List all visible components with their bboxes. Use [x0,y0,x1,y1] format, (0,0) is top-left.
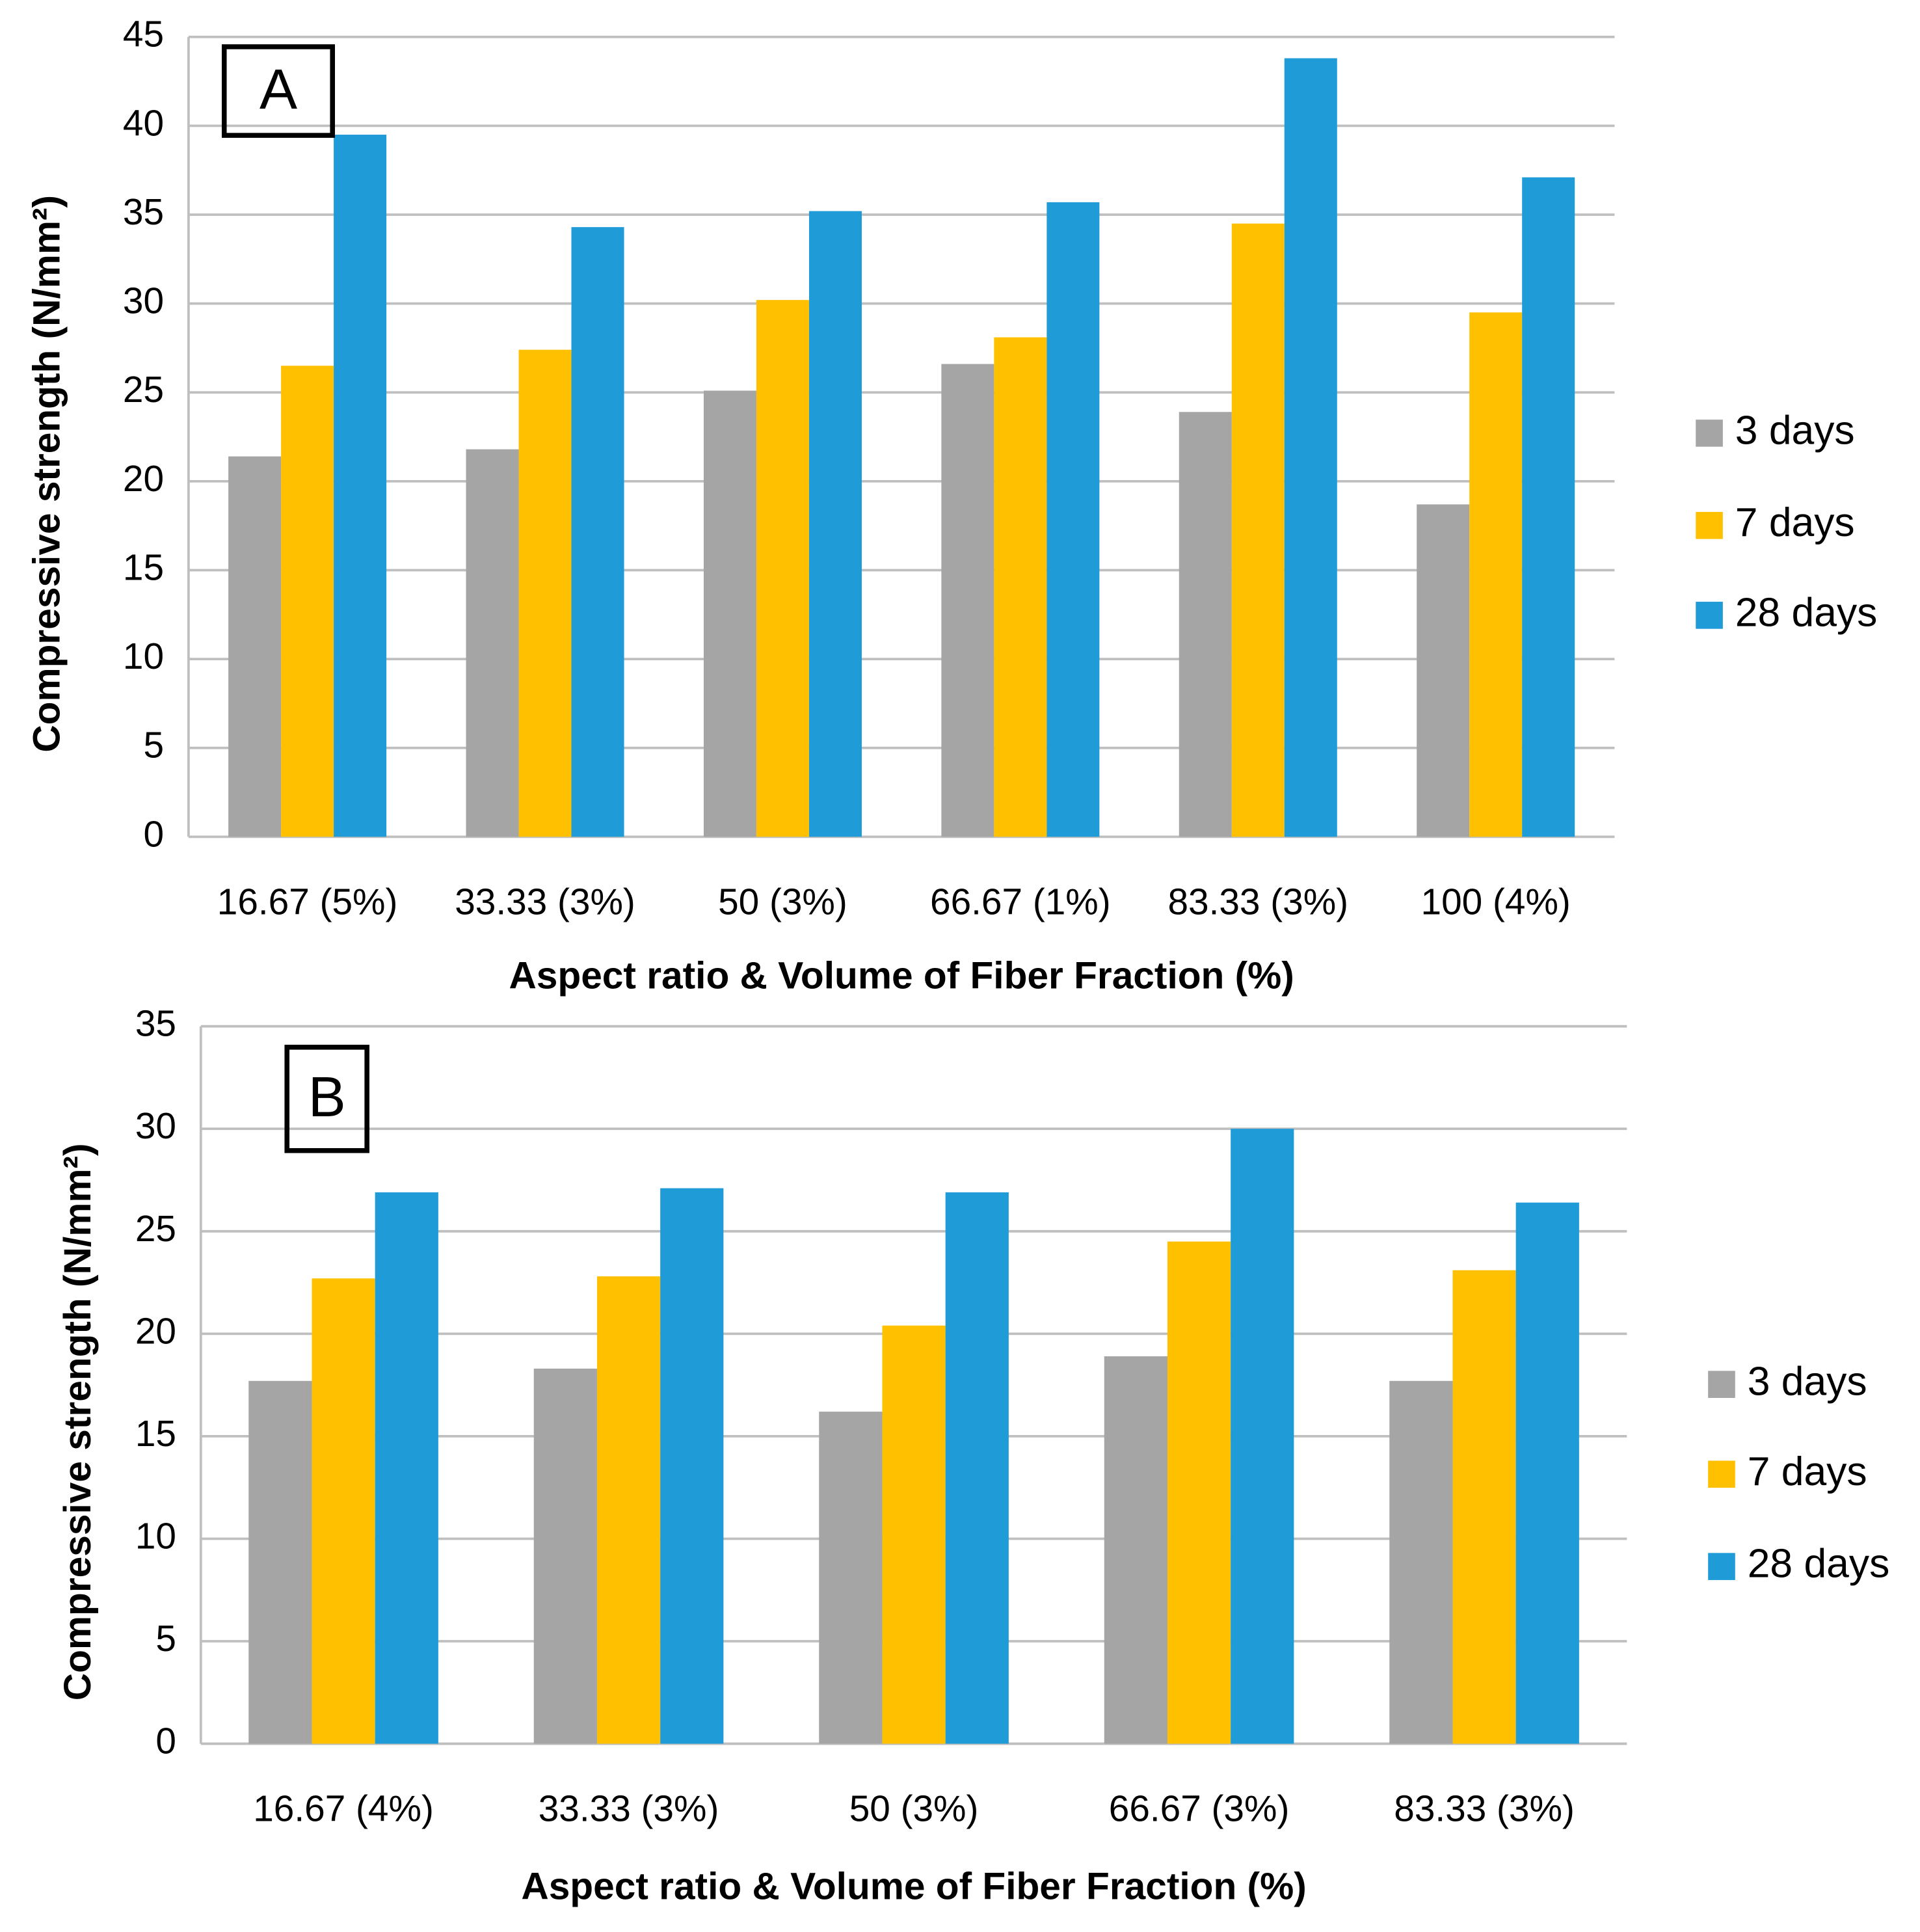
x-tick-label: 33.33 (3%) [539,1789,719,1830]
legend-swatch [1696,511,1723,539]
legend-swatch [1696,420,1723,447]
bar [518,349,572,837]
bar [533,1368,597,1744]
x-tick-label: 83.33 (3%) [1394,1789,1575,1830]
panel-label: A [260,58,297,121]
y-tick-label: 35 [135,1004,176,1045]
bar [1231,223,1285,837]
x-tick-label: 66.67 (1%) [930,881,1111,922]
bar [281,366,334,837]
bar [808,211,862,837]
bar [882,1325,946,1744]
y-tick-label: 25 [123,369,164,410]
bar [1047,202,1100,837]
bar [228,456,282,837]
x-tick-label: 16.67 (4%) [253,1789,434,1830]
y-tick-label: 10 [135,1516,176,1557]
bar [466,449,519,837]
legend-label: 3 days [1735,407,1855,453]
legend-swatch [1708,1460,1735,1488]
bar [994,337,1047,837]
panel-box [221,44,336,138]
bar [571,227,624,837]
legend-swatch [1708,1371,1735,1398]
panel-label: B [308,1066,346,1129]
y-tick-label: 15 [135,1414,176,1455]
panel-box [284,1045,369,1153]
bar [1469,312,1523,837]
x-tick-label: 50 (3%) [849,1789,979,1830]
y-tick-label: 20 [135,1311,176,1352]
x-tick-label: 50 (3%) [718,881,847,922]
bar [1417,504,1470,837]
bar [596,1276,661,1744]
bar [756,300,809,837]
bar [312,1278,375,1744]
x-axis-title: Aspect ratio & Volume of Fiber Fraction … [509,954,1294,997]
x-tick-label: 66.67 (3%) [1109,1789,1290,1830]
y-tick-label: 40 [123,103,164,144]
y-tick-label: 30 [123,281,164,322]
y-tick-label: 25 [135,1209,176,1250]
y-tick-label: 5 [155,1618,176,1659]
x-tick-label: 100 (4%) [1421,881,1571,922]
y-tick-label: 0 [155,1721,176,1762]
bar [1104,1356,1167,1744]
legend-swatch [1696,602,1723,629]
bar [1515,1202,1579,1744]
bar [375,1192,438,1744]
y-axis-title: Compressive strength (N/mm²) [57,1144,99,1701]
y-tick-label: 30 [135,1106,176,1147]
bar [1389,1380,1453,1744]
x-axis-title: Aspect ratio & Volume of Fiber Fraction … [521,1865,1306,1907]
legend-label: 3 days [1748,1359,1867,1404]
y-tick-label: 35 [123,192,164,233]
bar [660,1188,724,1744]
bar [941,364,994,837]
y-tick-label: 20 [123,459,164,500]
bar [819,1412,883,1744]
bar [1522,177,1575,837]
legend-swatch [1708,1553,1735,1580]
y-tick-label: 45 [123,14,164,55]
bar [1167,1241,1231,1744]
bar [1284,58,1337,837]
legend-label: 28 days [1748,1541,1890,1587]
y-tick-label: 5 [143,725,164,766]
bar [945,1192,1009,1744]
x-tick-label: 16.67 (5%) [217,881,398,922]
y-tick-label: 10 [123,636,164,677]
bar [703,390,756,837]
y-axis-title: Compressive strength (N/mm²) [26,195,68,753]
x-tick-label: 33.33 (3%) [455,881,635,922]
legend-label: 28 days [1735,589,1878,635]
legend-label: 7 days [1735,500,1855,545]
y-tick-label: 15 [123,547,164,588]
bar [334,135,387,837]
legend-label: 7 days [1748,1449,1867,1494]
bar [248,1380,312,1744]
bar [1452,1270,1516,1744]
x-tick-label: 83.33 (3%) [1167,881,1348,922]
bar [1231,1129,1294,1744]
bar [1179,412,1232,837]
y-tick-label: 0 [143,814,164,855]
